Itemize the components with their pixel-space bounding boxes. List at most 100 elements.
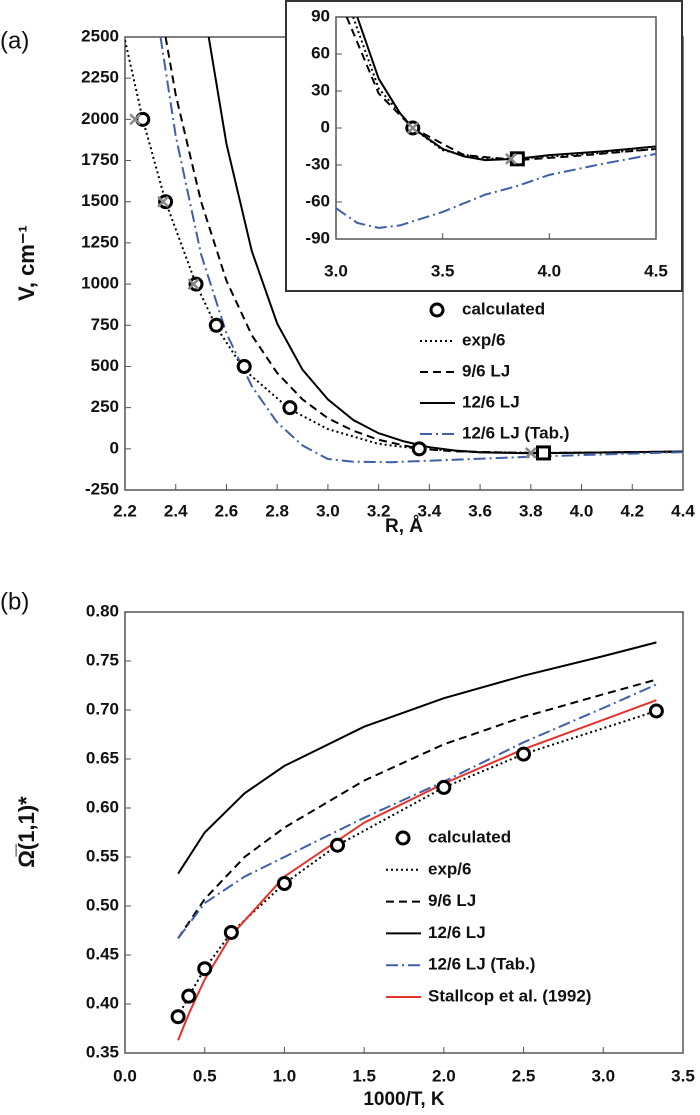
legend-marker [429,302,445,318]
legend-label: 12/6 LJ [462,392,520,411]
legend-label: Stallcop et al. (1992) [428,986,591,1005]
y-tick-label: 750 [91,315,119,334]
panel: 0.35 0.40 0.45 0.50 0.55 0.60 0.65 0.70 0.75 0.80… [0,588,695,1110]
y-tick-label: 0.60 [86,797,119,816]
curve [356,17,656,162]
marker [282,400,298,416]
y-tick-label: 0.80 [86,601,119,620]
legend-label: 12/6 LJ (Tab.) [428,955,535,974]
marker [406,122,419,134]
x-tick-label: 3.5 [431,261,455,280]
curve [207,37,683,455]
x-tick-label: 3.0 [591,1066,615,1085]
legend-label: 9/6 LJ [462,361,510,380]
x-tick-label: 4.0 [570,501,594,520]
marker [208,317,224,333]
marker [330,837,346,853]
y-tick-label: -250 [85,479,119,498]
curve [125,40,683,454]
x-tick-label: 3.0 [316,501,340,520]
curve [352,17,656,160]
x-tick-label: 2.4 [164,501,188,520]
y-tick-label: 0 [110,438,119,457]
x-tick-label: 1.0 [273,1066,297,1085]
y-tick-label: 1750 [81,150,119,169]
x-tick-label: 3.5 [671,1066,695,1085]
y-tick-label: 0.40 [86,993,119,1012]
marker [157,195,169,208]
y-tick-label: -30 [305,154,330,173]
inset: -90 -60 -30 0 30 60 90 3.0 3.5 4.0 4.5 [285,0,683,292]
x-axis-label: 1000/T, K [363,1089,445,1110]
y-tick-label: 2000 [81,109,119,128]
marker [188,276,204,292]
marker [181,988,197,1004]
y-axis-label: Ω̅(1,1)* [14,796,39,868]
y-tick-label: 0.45 [86,944,119,963]
legend-label: calculated [428,827,511,846]
inset-frame [285,0,683,292]
marker [505,152,517,165]
x-tick-label: 0.5 [193,1066,217,1085]
marker [197,961,213,977]
x-tick-label: 3.6 [468,501,492,520]
x-tick-label: 4.2 [620,501,644,520]
plot-frame [124,611,684,1054]
x-tick-label: 3.0 [324,261,348,280]
panel-label: (a) [0,27,29,54]
x-tick-label: 4.4 [671,501,695,520]
y-tick-label: 0.35 [86,1042,119,1061]
curve [177,699,657,1041]
y-tick-label: 0.50 [86,895,119,914]
y-tick-label: 90 [311,6,330,25]
legend-label: 12/6 LJ [428,923,486,942]
x-tick-label: 3.8 [519,501,543,520]
legend-label: calculated [462,299,545,318]
y-tick-label: 0.70 [86,699,119,718]
y-tick-label: 0 [321,117,330,136]
marker [436,779,452,795]
x-tick-label: 0.0 [113,1066,137,1085]
x-tick-label: 3.2 [367,501,391,520]
marker [411,441,427,457]
marker [223,924,239,940]
x-axis-label: R, Å [385,516,423,537]
curve [164,37,683,455]
x-tick-label: 2.2 [113,501,137,520]
marker [158,194,174,210]
x-tick-label: 4.0 [538,261,562,280]
y-tick-label: 0.65 [86,748,119,767]
y-axis-label: V, cm⁻¹ [14,225,39,301]
y-tick-label: 1500 [81,191,119,210]
marker [170,1009,186,1025]
marker [236,358,252,374]
marker [516,746,532,762]
x-tick-label: 2.6 [215,501,239,520]
curve [177,641,657,875]
x-tick-label: 1.5 [352,1066,376,1085]
marker [509,151,525,167]
legend-marker [395,830,411,846]
marker [648,703,664,719]
y-tick-label: 500 [91,356,119,375]
x-tick-label: 4.5 [644,261,668,280]
curve [159,37,683,464]
y-tick-label: 2250 [81,68,119,87]
y-tick-label: 250 [91,397,119,416]
marker [187,278,200,290]
curve [345,17,656,162]
panel-label: (b) [0,588,29,615]
x-tick-label: 3.4 [418,501,442,520]
y-tick-label: 0.55 [86,846,119,865]
x-tick-label: 2.5 [512,1066,536,1085]
y-tick-label: 0.75 [86,650,119,669]
curve [177,710,657,1018]
marker [129,113,142,126]
legend-label: 9/6 LJ [428,891,476,910]
y-tick-label: 2500 [81,26,119,45]
marker [524,447,537,459]
y-tick-label: -60 [305,191,330,210]
y-tick-label: 1000 [81,274,119,293]
x-tick-label: 2.8 [265,501,289,520]
